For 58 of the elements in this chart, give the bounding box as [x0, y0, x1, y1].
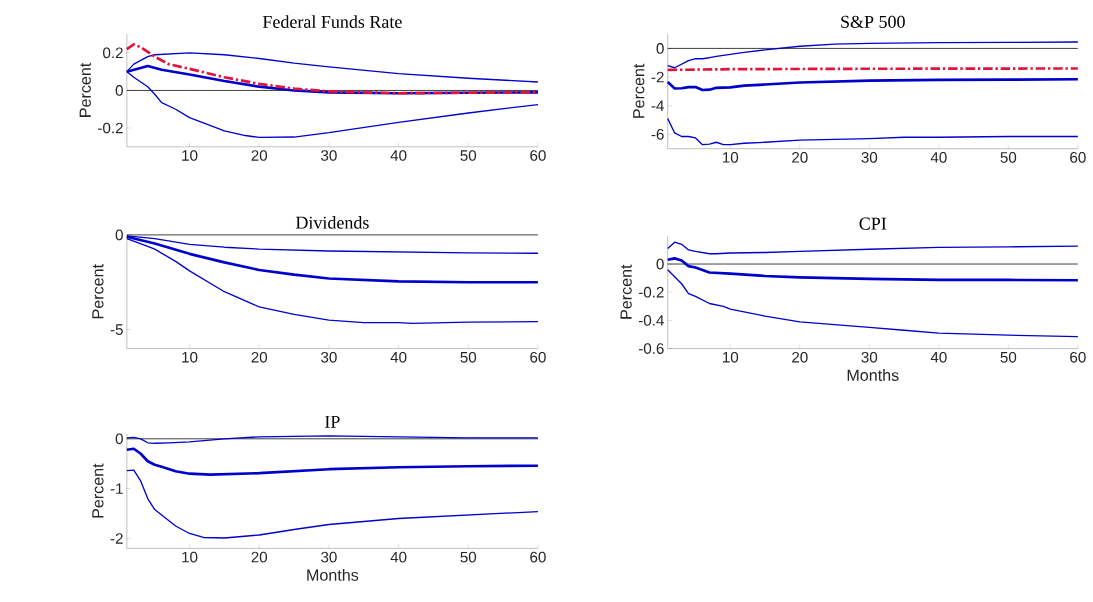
x-tick-label: 10 — [723, 351, 739, 363]
x-tick-label: 20 — [792, 351, 808, 363]
chart-title: IP — [325, 415, 340, 428]
chart-title: CPI — [859, 217, 887, 230]
x-tick-label: 40 — [390, 551, 407, 563]
x-tick-label: 60 — [1070, 351, 1086, 363]
y-tick-label: -0.6 — [638, 343, 664, 354]
x-tick-label: 60 — [1070, 151, 1086, 163]
x-tick-label: 10 — [182, 351, 198, 363]
x-tick-label: 10 — [182, 149, 198, 161]
chart-title: S&P 500 — [841, 15, 905, 28]
y-axis-title: Percent — [633, 63, 645, 118]
x-tick-label: 30 — [321, 551, 337, 563]
x-tick-label: 40 — [930, 351, 947, 363]
y-tick-label: 0 — [115, 84, 123, 96]
x-tick-label: 40 — [390, 149, 407, 161]
x-tick-label: 20 — [792, 151, 808, 163]
x-tick-label: 60 — [530, 551, 546, 563]
x-tick-label: 50 — [1000, 351, 1017, 363]
x-tick-label: 10 — [723, 151, 739, 163]
y-tick-label: -0.4 — [638, 314, 664, 326]
y-tick-label: -0.2 — [638, 286, 664, 298]
y-axis-title: Percent — [92, 263, 104, 318]
x-tick-label: 20 — [251, 149, 268, 161]
x-axis-title: Months — [307, 568, 359, 581]
x-tick-label: 30 — [321, 149, 337, 161]
y-tick-label: -1 — [110, 483, 123, 494]
x-tick-label: 50 — [460, 351, 477, 363]
x-tick-label: 10 — [182, 551, 198, 563]
x-tick-label: 30 — [321, 351, 337, 363]
x-tick-label: 60 — [530, 351, 546, 363]
chart-title: Dividends — [295, 215, 369, 229]
x-tick-label: 40 — [930, 151, 947, 163]
y-tick-label: -2 — [651, 71, 664, 83]
chart-title: Federal Funds Rate — [262, 15, 402, 28]
y-tick-label: 0 — [115, 433, 123, 444]
y-axis-title: Percent — [79, 62, 91, 117]
x-tick-label: 50 — [1000, 151, 1017, 163]
y-tick-label: 0 — [115, 229, 123, 241]
y-tick-label: -5 — [110, 324, 123, 335]
x-axis-title: Months — [847, 368, 899, 381]
x-tick-label: 30 — [861, 351, 878, 363]
x-tick-label: 20 — [251, 551, 268, 563]
x-tick-label: 50 — [460, 551, 477, 563]
x-tick-label: 20 — [251, 351, 268, 363]
x-tick-label: 60 — [530, 149, 546, 161]
y-tick-label: 0 — [656, 258, 664, 270]
x-tick-label: 50 — [460, 149, 477, 161]
y-tick-label: 0.2 — [103, 47, 123, 59]
x-tick-label: 30 — [861, 151, 878, 163]
y-tick-label: -0.2 — [98, 122, 123, 134]
x-tick-label: 40 — [390, 351, 407, 363]
y-tick-label: -2 — [110, 532, 123, 544]
y-tick-label: 0 — [656, 42, 664, 54]
y-axis-title: Percent — [620, 264, 632, 319]
y-axis-title: Percent — [92, 463, 104, 518]
y-tick-label: -4 — [651, 100, 664, 111]
y-tick-label: -6 — [651, 128, 664, 140]
